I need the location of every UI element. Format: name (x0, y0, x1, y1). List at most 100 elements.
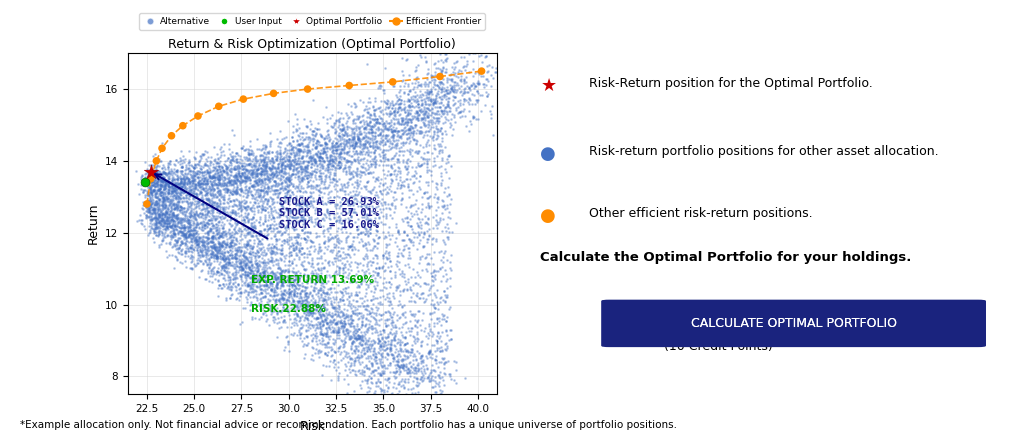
Point (245, 268, 261, 275)
Point (159, 194, 175, 202)
Point (147, 194, 164, 201)
Point (346, 361, 362, 368)
Point (334, 319, 350, 326)
Point (323, 318, 339, 325)
Point (248, 288, 264, 295)
Point (331, 175, 347, 183)
Point (334, 276, 350, 283)
Point (305, 161, 322, 168)
Point (319, 158, 336, 165)
Point (346, 291, 362, 298)
Point (261, 284, 278, 291)
Point (289, 141, 305, 148)
Point (182, 207, 199, 214)
Point (151, 241, 167, 249)
Point (347, 368, 364, 375)
Point (348, 312, 365, 319)
Point (143, 209, 160, 216)
Point (410, 101, 426, 108)
Point (370, 239, 386, 246)
Point (281, 146, 297, 153)
Point (340, 158, 356, 165)
Point (339, 129, 355, 136)
Point (299, 307, 315, 314)
Point (359, 343, 376, 350)
Point (446, 66, 463, 73)
Point (232, 257, 249, 264)
Point (177, 210, 194, 218)
Point (296, 294, 312, 301)
Point (404, 282, 421, 289)
Point (251, 269, 267, 276)
Point (266, 285, 283, 292)
Point (232, 263, 249, 270)
Point (252, 237, 268, 244)
Point (288, 194, 304, 202)
Point (203, 249, 219, 256)
Point (163, 233, 179, 241)
Point (206, 164, 222, 171)
Point (392, 337, 409, 344)
Point (362, 135, 379, 142)
Point (175, 232, 191, 239)
Point (221, 230, 238, 237)
Point (292, 241, 308, 248)
Point (177, 250, 194, 257)
Point (390, 358, 407, 365)
Point (379, 256, 395, 263)
Point (201, 277, 217, 284)
Point (275, 164, 292, 171)
Point (283, 175, 299, 183)
Point (242, 159, 258, 167)
Point (413, 342, 429, 349)
Point (146, 202, 163, 209)
Point (237, 179, 253, 186)
Point (395, 381, 412, 388)
Point (358, 178, 375, 185)
Point (167, 189, 183, 196)
Point (281, 155, 297, 163)
Point (241, 265, 257, 272)
Point (232, 206, 249, 214)
Point (377, 122, 393, 129)
Point (403, 102, 420, 109)
Point (432, 348, 449, 355)
Point (299, 340, 315, 347)
Point (328, 178, 344, 185)
Point (202, 183, 218, 190)
Point (298, 289, 314, 296)
Point (403, 129, 420, 136)
Point (164, 177, 180, 184)
Point (265, 225, 282, 232)
Point (269, 319, 286, 326)
Point (148, 168, 165, 175)
Point (394, 268, 411, 275)
Point (458, 73, 474, 80)
Point (375, 334, 391, 341)
Point (212, 194, 228, 201)
Point (221, 158, 238, 165)
Point (352, 333, 369, 340)
Point (355, 297, 372, 304)
Point (383, 175, 399, 183)
Point (215, 206, 231, 213)
Point (147, 205, 164, 212)
Point (306, 299, 323, 306)
Point (378, 212, 394, 219)
Point (327, 201, 343, 208)
Point (327, 361, 343, 368)
Point (322, 273, 338, 280)
Point (249, 203, 265, 210)
Point (382, 235, 398, 242)
Point (304, 127, 321, 134)
Point (280, 289, 296, 296)
Point (155, 194, 171, 201)
Point (271, 189, 288, 196)
Point (436, 240, 453, 247)
Point (471, 80, 487, 87)
Point (389, 157, 406, 164)
Point (241, 242, 257, 249)
Point (228, 185, 245, 192)
Point (151, 201, 167, 208)
Point (288, 150, 304, 157)
